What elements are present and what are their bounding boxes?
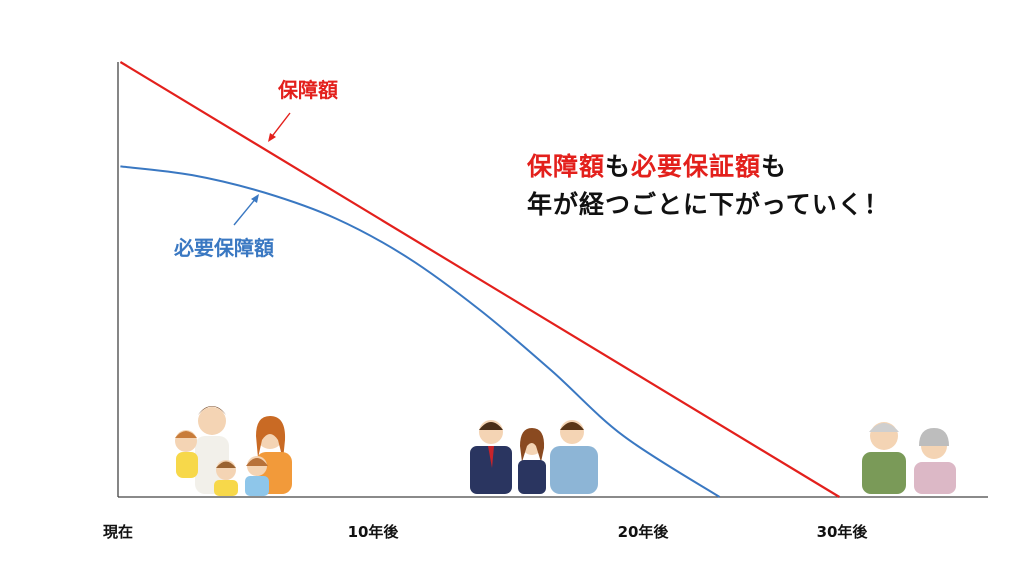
elderly-couple-illustration [862,422,956,494]
headline-term-2: 必要保証額 [631,152,762,181]
x-tick-label: 10年後 [347,523,399,541]
series-line-hitsuyo-hoshogaku [120,165,721,498]
headline-line-1: 保障額も必要保証額も [527,147,787,183]
series-line-hoshogaku [119,61,840,498]
series-label-hitsuyo-hoshogaku: 必要保障額 [174,236,274,260]
arrow-blue-icon [233,194,259,226]
arrow-red-icon [268,112,291,142]
x-tick-label: 20年後 [617,523,669,541]
x-tick-label: 現在 [102,523,134,541]
headline-particle-1: も [605,152,632,181]
teen-family-illustration [470,420,598,494]
series-label-hoshogaku: 保障額 [278,78,338,102]
headline-term-1: 保障額 [527,152,606,181]
x-tick-label: 30年後 [816,523,868,541]
headline-line-2: 年が経つごとに下がっていく！ [527,190,890,219]
headline-particle-2: も [761,152,788,181]
young-family-illustration [175,406,292,496]
